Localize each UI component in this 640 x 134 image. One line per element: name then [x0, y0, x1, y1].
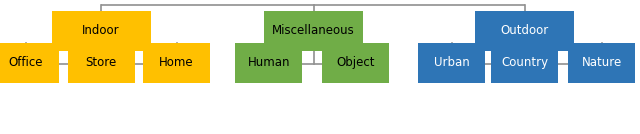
FancyBboxPatch shape	[492, 43, 558, 83]
FancyBboxPatch shape	[68, 43, 135, 83]
Text: Human: Human	[248, 56, 290, 70]
Text: Nature: Nature	[582, 56, 621, 70]
Text: Object: Object	[337, 56, 375, 70]
Text: Office: Office	[8, 56, 43, 70]
FancyBboxPatch shape	[419, 43, 485, 83]
FancyBboxPatch shape	[52, 11, 151, 51]
Text: Indoor: Indoor	[83, 24, 120, 37]
FancyBboxPatch shape	[568, 43, 635, 83]
FancyBboxPatch shape	[264, 11, 364, 51]
Text: Home: Home	[159, 56, 194, 70]
Text: Store: Store	[86, 56, 116, 70]
FancyBboxPatch shape	[475, 11, 575, 51]
FancyBboxPatch shape	[323, 43, 390, 83]
FancyBboxPatch shape	[236, 43, 302, 83]
Text: Miscellaneous: Miscellaneous	[272, 24, 355, 37]
FancyBboxPatch shape	[0, 43, 60, 83]
Text: Urban: Urban	[434, 56, 470, 70]
Text: Outdoor: Outdoor	[500, 24, 549, 37]
Text: Country: Country	[501, 56, 548, 70]
FancyBboxPatch shape	[143, 43, 210, 83]
